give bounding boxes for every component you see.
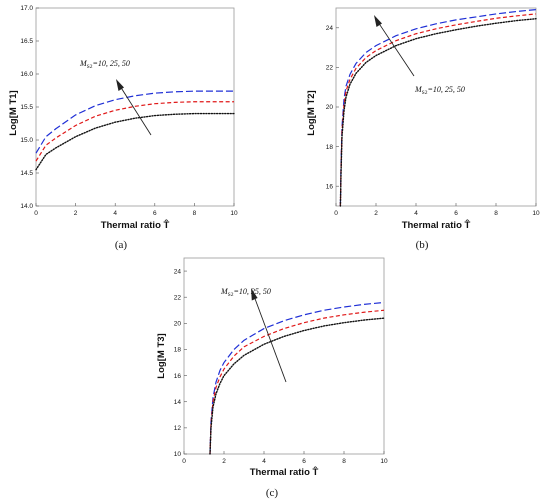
panel-a-xtick-label: 10 xyxy=(230,210,238,217)
panel-c-ytick-label: 16 xyxy=(174,373,182,380)
panel-b-ytick-label: 20 xyxy=(326,104,334,111)
panel-b-series-1-line xyxy=(339,8,537,207)
panel-c-ytick-label: 14 xyxy=(174,399,182,406)
panel-c-xlabel: Thermal ratio T̂ xyxy=(250,466,319,478)
panel-a-ytick-label: 16.0 xyxy=(20,71,33,78)
panel-c-ytick-label: 10 xyxy=(174,451,182,458)
panel-b-xtick-label: 4 xyxy=(414,210,418,217)
panel-c-ylabel: Log[M T3] xyxy=(156,333,167,378)
panel-c-xtick-label: 2 xyxy=(222,458,226,465)
panel-a-ytick-label: 15.5 xyxy=(20,104,33,111)
panel-b-annotation-arrow xyxy=(374,15,415,77)
panel-a-xtick-label: 8 xyxy=(193,210,197,217)
panel-a-series-3-line xyxy=(35,112,235,171)
panel-a-ytick-label: 16.5 xyxy=(20,38,33,45)
panel-b-xtick-label: 8 xyxy=(494,210,498,217)
panel-a-xtick-label: 6 xyxy=(153,210,157,217)
panel-a-annotation: MS2=10, 25, 50 xyxy=(79,59,130,70)
panel-a-annotation-subscript: S2 xyxy=(87,64,93,70)
panel-b-annotation-subscript: S2 xyxy=(422,90,428,96)
panel-c-label: (c) xyxy=(266,487,279,499)
panel-b-plot-frame xyxy=(335,7,537,207)
panel-a-ytick-label: 17.0 xyxy=(20,5,33,12)
panel-b-ytick-label: 22 xyxy=(326,65,334,72)
panel-b-ytick-label: 24 xyxy=(326,25,334,32)
panel-c-plot-frame xyxy=(183,257,385,455)
panel-c-xtick-label: 0 xyxy=(182,458,186,465)
panel-c-xtick-label: 10 xyxy=(380,458,388,465)
panel-c-series-2-line xyxy=(209,309,385,455)
panel-c-annotation-arrow xyxy=(251,288,287,383)
panel-c-ytick-label: 24 xyxy=(174,268,182,275)
panel-b-annotation-values: =10, 25, 50 xyxy=(427,85,464,94)
panel-b-ytick-label: 18 xyxy=(326,144,334,151)
panel-c-series-1-line xyxy=(209,301,385,455)
panel-b-xtick-label: 0 xyxy=(334,210,338,217)
panel-a-xlabel: Thermal ratio T̂ xyxy=(101,219,170,231)
panel-c-ytick-label: 20 xyxy=(174,321,182,328)
panel-a-series-2-line xyxy=(35,101,234,162)
panel-b-label: (b) xyxy=(416,239,429,251)
panel-c-ytick-label: 22 xyxy=(174,294,182,301)
panel-b-xlabel: Thermal ratio T̂ xyxy=(402,219,471,231)
panel-c-xtick-label: 8 xyxy=(342,458,346,465)
panel-b-series-3-line xyxy=(339,17,537,207)
panel-a-annotation-values: =10, 25, 50 xyxy=(92,59,129,68)
panel-a-xtick-label: 0 xyxy=(34,210,38,217)
panel-c-annotation: MS2=10, 25, 50 xyxy=(220,287,271,298)
panel-c-ytick-label: 12 xyxy=(174,425,182,432)
panel-a-ytick-label: 14.5 xyxy=(20,170,33,177)
panel-a-label: (a) xyxy=(115,239,128,251)
panel-a-ytick-label: 15.0 xyxy=(20,137,33,144)
panel-b-ylabel: Log[M T2] xyxy=(306,90,317,135)
panel-a: Log[M T1] 14.0 14.5 15.0 15.5 16.0 16.5 17.0 0 2… xyxy=(8,5,238,251)
panel-b-xtick-label: 10 xyxy=(532,210,540,217)
panel-c-ytick-label: 18 xyxy=(174,347,182,354)
panel-a-ylabel: Log[M T1] xyxy=(8,90,19,135)
panel-b-series-2-line xyxy=(339,13,537,207)
panel-a-ytick-label: 14.0 xyxy=(20,203,33,210)
panel-c-xtick-label: 6 xyxy=(302,458,306,465)
panel-b-xtick-label: 2 xyxy=(374,210,378,217)
panel-c-series-3-line xyxy=(209,317,385,455)
panel-a-plot-area: 14.0 14.5 15.0 15.5 16.0 16.5 17.0 0 2 4 6 8 10 xyxy=(20,5,238,217)
panel-b-annotation: MS2=10, 25, 50 xyxy=(414,85,465,96)
panel-a-xtick-label: 4 xyxy=(113,210,117,217)
panel-b-xtick-label: 6 xyxy=(454,210,458,217)
panel-a-annotation-arrow xyxy=(116,79,152,136)
panel-a-series-1-line xyxy=(35,90,234,154)
panel-b-ytick-label: 16 xyxy=(326,183,334,190)
panel-c-xtick-label: 4 xyxy=(262,458,266,465)
panel-a-xtick-label: 2 xyxy=(74,210,78,217)
panel-a-plot-frame xyxy=(35,7,235,207)
panel-c-annotation-subscript: S2 xyxy=(228,292,234,298)
